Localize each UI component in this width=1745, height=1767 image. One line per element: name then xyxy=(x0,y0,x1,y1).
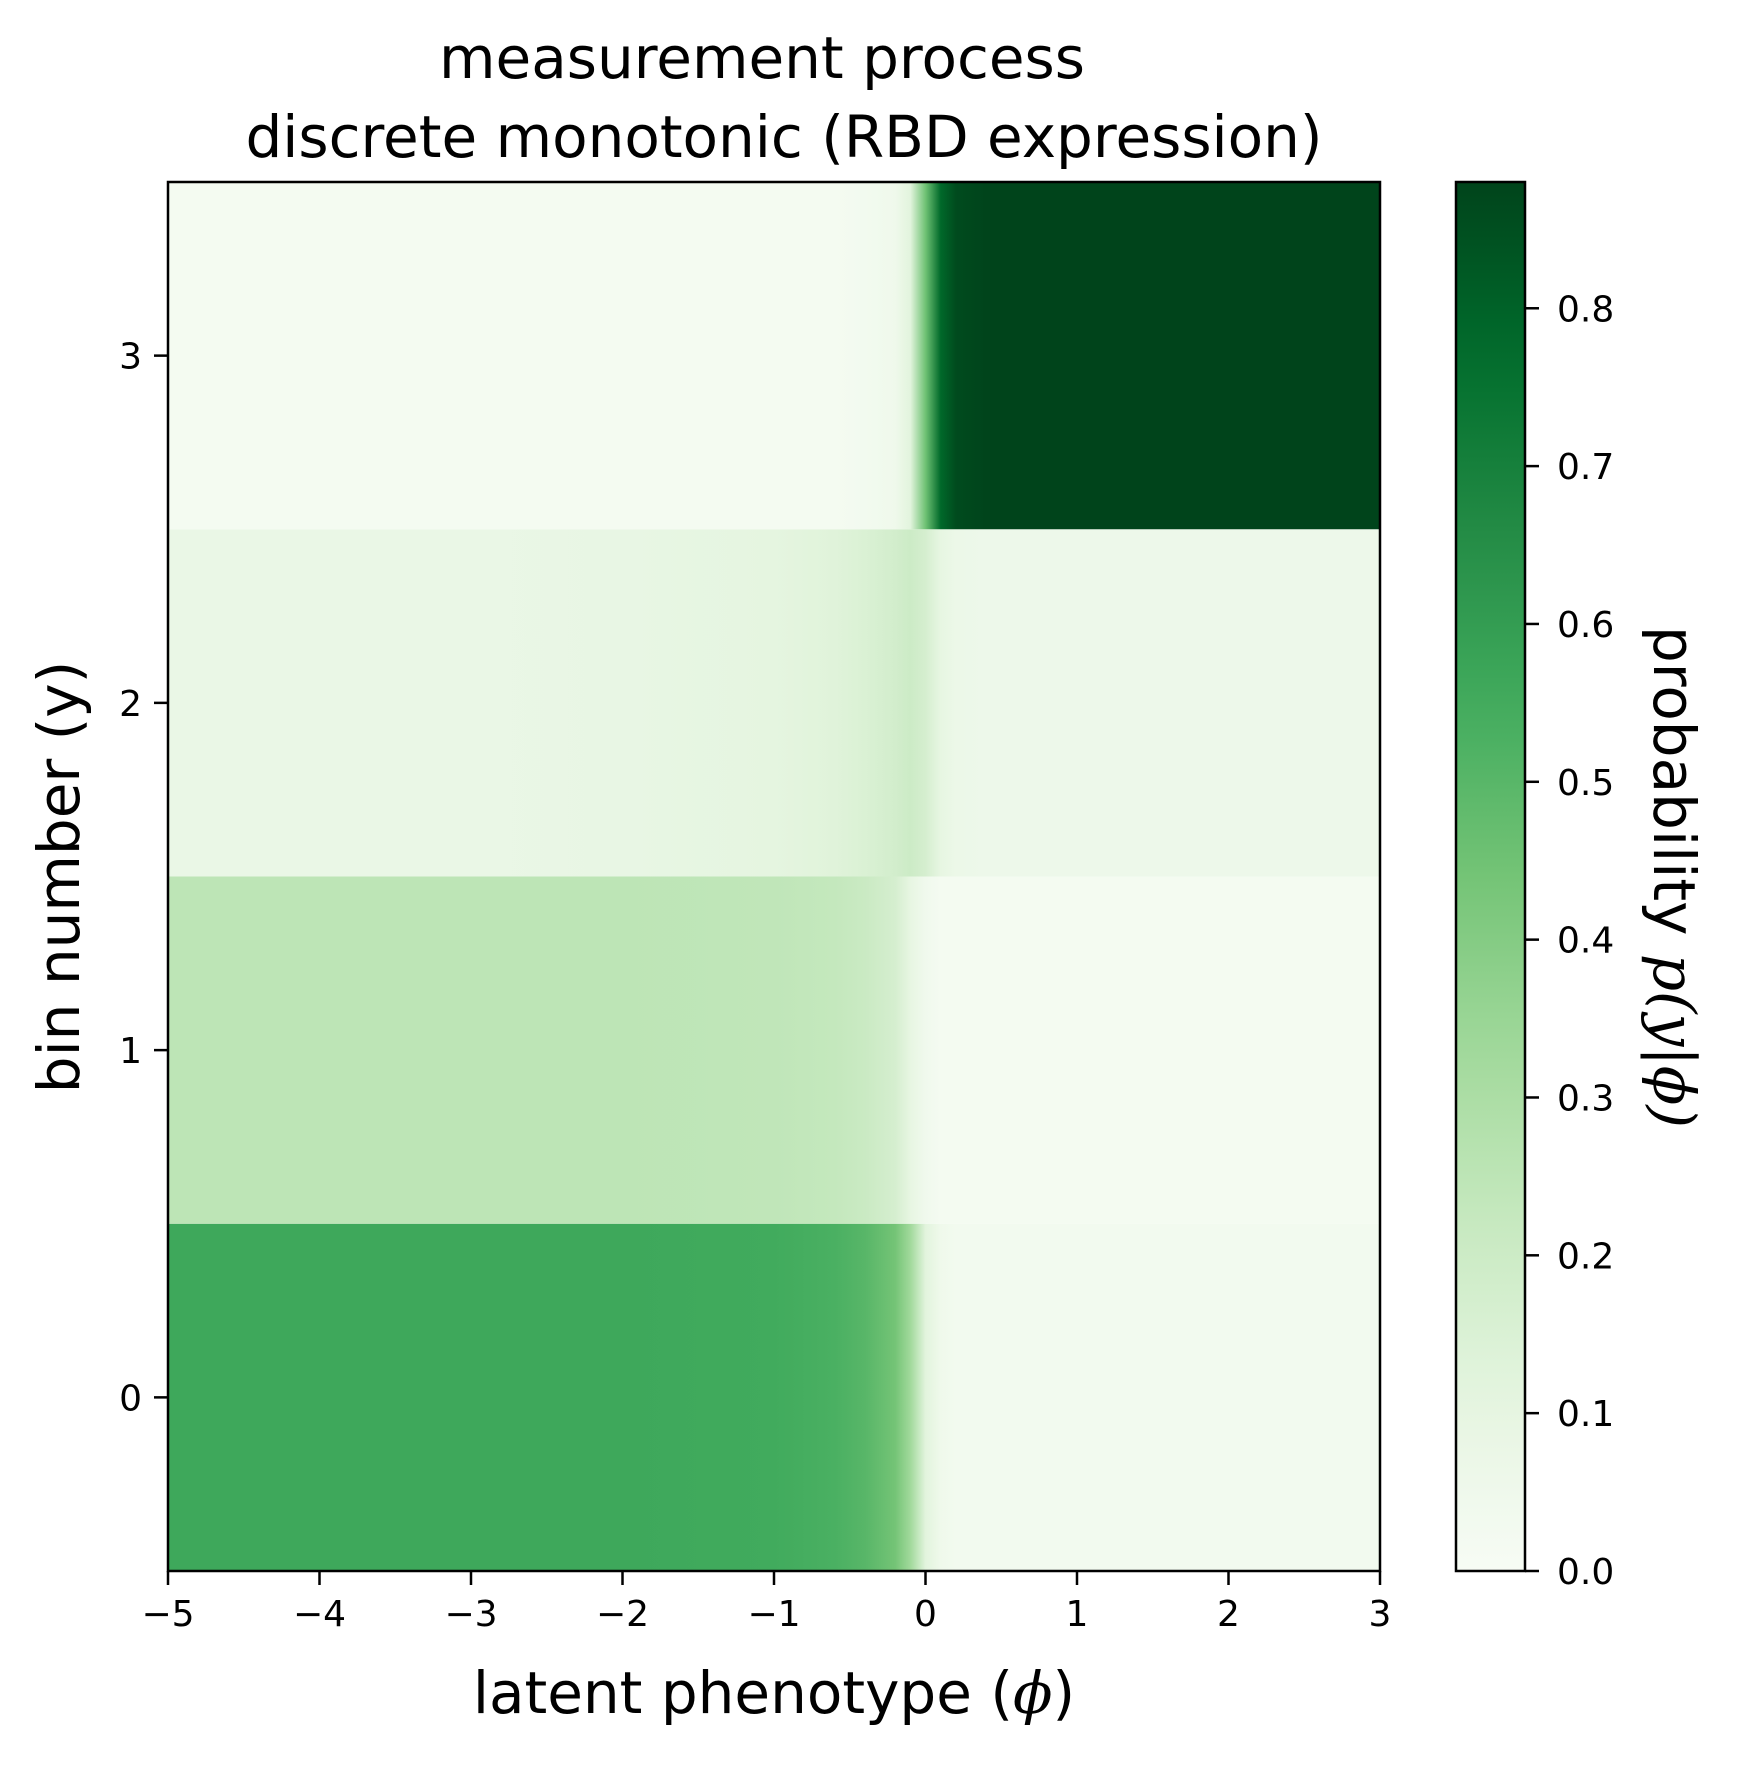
x-tick-label: 1 xyxy=(1066,1594,1089,1635)
y-tick-label: 3 xyxy=(119,337,142,378)
colorbar-gradient xyxy=(1456,182,1525,1571)
y-tick-label: 1 xyxy=(119,1031,142,1072)
x-axis-label-close: ) xyxy=(1053,1659,1076,1727)
colorbar-tick-label: 0.0 xyxy=(1557,1552,1614,1593)
chart-title-line-1: measurement process xyxy=(439,24,1085,92)
colorbar-label: probability p(y|ϕ) xyxy=(1640,626,1708,1128)
heatmap-row-bin-1 xyxy=(168,876,1380,1224)
x-tick-label: 0 xyxy=(914,1594,937,1635)
colorbar-tick-label: 0.3 xyxy=(1557,1078,1614,1119)
x-tick-label: 3 xyxy=(1369,1594,1392,1635)
colorbar-tick-label: 0.6 xyxy=(1557,605,1614,646)
colorbar-tick-label: 0.1 xyxy=(1557,1394,1614,1435)
colorbar-label-math: p(y|ϕ) xyxy=(1640,954,1708,1128)
heatmap-cells xyxy=(168,182,1380,1571)
x-axis-label-text: latent phenotype ( xyxy=(473,1659,1013,1727)
x-tick-label: −2 xyxy=(596,1594,649,1635)
colorbar-tick-label: 0.4 xyxy=(1557,921,1614,962)
x-axis-ticks: −5 −4 −3 −2 −1 0 1 2 3 xyxy=(141,1571,1391,1635)
chart-title-line-2: discrete monotonic (RBD expression) xyxy=(245,103,1322,171)
y-axis-label: bin number (y) xyxy=(25,661,93,1094)
colorbar-tick-label: 0.5 xyxy=(1557,763,1614,804)
x-tick-label: −1 xyxy=(747,1594,800,1635)
colorbar-ticks: 0.0 0.1 0.2 0.3 0.4 0.5 0.6 0.7 0.8 xyxy=(1525,289,1614,1593)
colorbar-tick-label: 0.7 xyxy=(1557,447,1614,488)
y-tick-label: 0 xyxy=(119,1378,142,1419)
heatmap-row-bin-3 xyxy=(168,182,1380,530)
x-tick-label: 2 xyxy=(1217,1594,1240,1635)
y-axis-ticks: 0 1 2 3 xyxy=(119,337,168,1419)
colorbar-gradient-rect xyxy=(1456,182,1525,1571)
colorbar-frame xyxy=(1454,180,1527,1573)
x-tick-label: −4 xyxy=(293,1594,346,1635)
heatmap-row-bin-2 xyxy=(168,529,1380,877)
y-tick-label: 2 xyxy=(119,684,142,725)
x-tick-label: −5 xyxy=(141,1594,194,1635)
x-axis-label: latent phenotype (ϕ) xyxy=(473,1659,1075,1727)
colorbar-tick-label: 0.8 xyxy=(1557,289,1614,330)
colorbar-label-text: probability xyxy=(1640,626,1708,954)
heatmap-row-bin-0 xyxy=(168,1223,1380,1571)
x-axis-label-symbol: ϕ xyxy=(1013,1659,1053,1727)
x-tick-label: −3 xyxy=(444,1594,497,1635)
colorbar-tick-label: 0.2 xyxy=(1557,1236,1614,1277)
